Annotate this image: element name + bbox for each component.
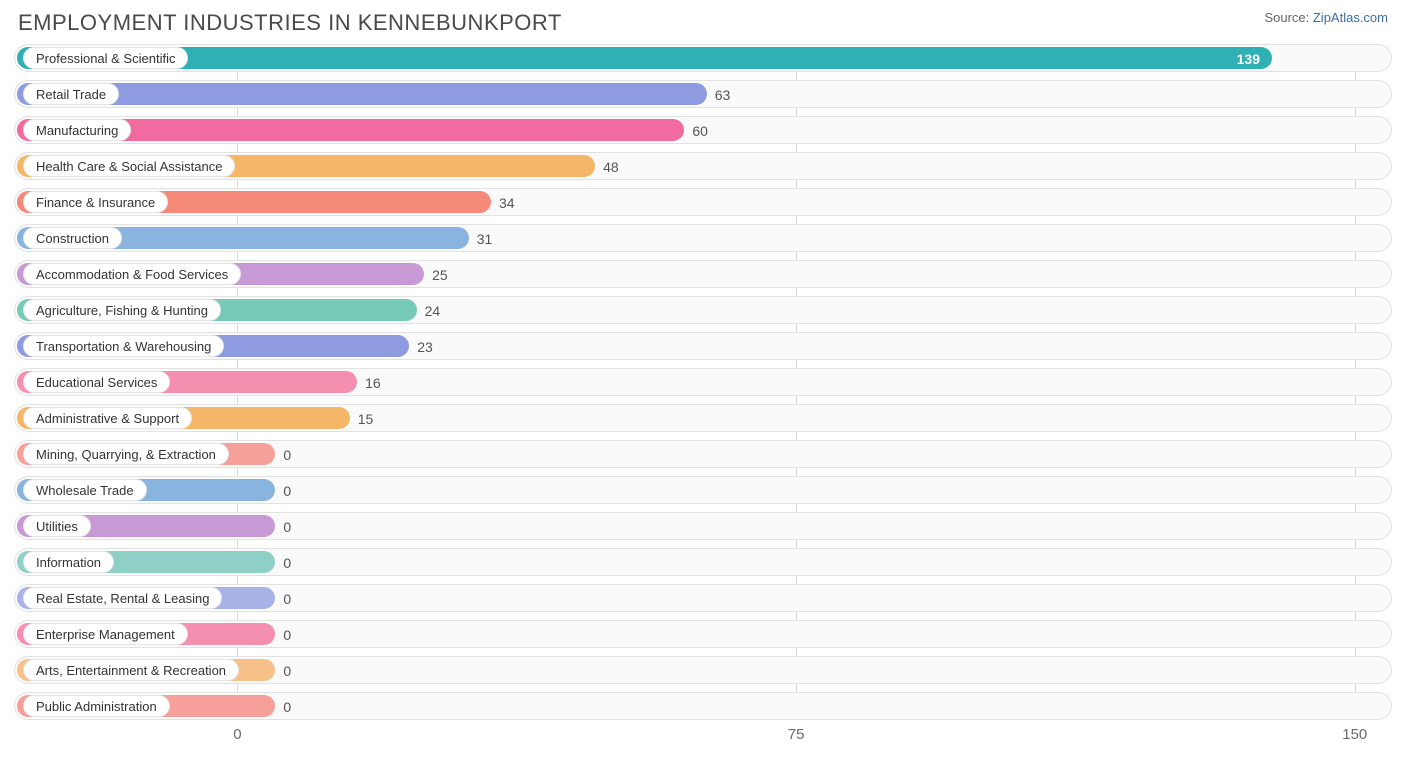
bar-value-label: 15 (358, 405, 374, 433)
chart-container: EMPLOYMENT INDUSTRIES IN KENNEBUNKPORT S… (0, 0, 1406, 777)
bar-row: Administrative & Support 15 (14, 404, 1392, 432)
bar-row: Finance & Insurance 34 (14, 188, 1392, 216)
x-axis-tick: 75 (788, 726, 805, 743)
bar-value-label: 34 (499, 189, 515, 217)
bar-row: Enterprise Management 0 (14, 620, 1392, 648)
bar-label-pill: Accommodation & Food Services (23, 263, 241, 285)
bar-value-label: 24 (425, 297, 441, 325)
x-axis-labels: 0 75 150 (14, 720, 1392, 750)
bar-value-label: 16 (365, 369, 381, 397)
chart-plot: Professional & Scientific 139 Retail Trade… (14, 44, 1392, 720)
bar-row: Wholesale Trade 0 (14, 476, 1392, 504)
x-axis-tick: 0 (233, 726, 241, 743)
bar-row: Manufacturing 60 (14, 116, 1392, 144)
bar-label-pill: Professional & Scientific (23, 47, 188, 69)
source-link[interactable]: ZipAtlas.com (1313, 10, 1388, 25)
bar-fill (17, 83, 707, 105)
bar-row: Accommodation & Food Services 25 (14, 260, 1392, 288)
bar-label-pill: Wholesale Trade (23, 479, 147, 501)
bar-value-label: 63 (715, 81, 731, 109)
bar-label-pill: Agriculture, Fishing & Hunting (23, 299, 221, 321)
chart-source: Source: ZipAtlas.com (1264, 10, 1388, 25)
bar-value-label: 0 (283, 441, 291, 469)
bar-value-label: 60 (692, 117, 708, 145)
bar-row: Public Administration 0 (14, 692, 1392, 720)
chart-rows: Professional & Scientific 139 Retail Trade… (14, 44, 1392, 720)
bar-row: Professional & Scientific 139 (14, 44, 1392, 72)
bar-value-label: 0 (283, 513, 291, 541)
bar-label-pill: Arts, Entertainment & Recreation (23, 659, 239, 681)
bar-row: Retail Trade 63 (14, 80, 1392, 108)
bar-value-label: 0 (283, 693, 291, 721)
bar-row: Educational Services 16 (14, 368, 1392, 396)
bar-value-label: 0 (283, 549, 291, 577)
bar-label-pill: Finance & Insurance (23, 191, 168, 213)
bar-label-pill: Enterprise Management (23, 623, 188, 645)
bar-label-pill: Manufacturing (23, 119, 131, 141)
bar-label-pill: Educational Services (23, 371, 170, 393)
bar-label-pill: Administrative & Support (23, 407, 192, 429)
bar-label-pill: Utilities (23, 515, 91, 537)
bar-value-label: 139 (1237, 45, 1260, 73)
x-axis-tick: 150 (1342, 726, 1367, 743)
bar-value-label: 0 (283, 657, 291, 685)
bar-row: Health Care & Social Assistance 48 (14, 152, 1392, 180)
bar-row: Arts, Entertainment & Recreation 0 (14, 656, 1392, 684)
bar-value-label: 48 (603, 153, 619, 181)
bar-row: Information 0 (14, 548, 1392, 576)
bar-label-pill: Transportation & Warehousing (23, 335, 224, 357)
bar-value-label: 0 (283, 477, 291, 505)
bar-row: Mining, Quarrying, & Extraction 0 (14, 440, 1392, 468)
bar-value-label: 23 (417, 333, 433, 361)
bar-row: Construction 31 (14, 224, 1392, 252)
chart-title: EMPLOYMENT INDUSTRIES IN KENNEBUNKPORT (18, 10, 562, 36)
bar-value-label: 25 (432, 261, 448, 289)
bar-label-pill: Health Care & Social Assistance (23, 155, 235, 177)
bar-row: Real Estate, Rental & Leasing 0 (14, 584, 1392, 612)
bar-label-pill: Retail Trade (23, 83, 119, 105)
bar-value-label: 0 (283, 621, 291, 649)
chart-header: EMPLOYMENT INDUSTRIES IN KENNEBUNKPORT S… (14, 10, 1392, 44)
bar-label-pill: Public Administration (23, 695, 170, 717)
bar-row: Transportation & Warehousing 23 (14, 332, 1392, 360)
bar-value-label: 0 (283, 585, 291, 613)
bar-label-pill: Information (23, 551, 114, 573)
bar-label-pill: Construction (23, 227, 122, 249)
bar-fill (17, 47, 1272, 69)
bar-label-pill: Real Estate, Rental & Leasing (23, 587, 222, 609)
bar-row: Agriculture, Fishing & Hunting 24 (14, 296, 1392, 324)
bar-value-label: 31 (477, 225, 493, 253)
bar-label-pill: Mining, Quarrying, & Extraction (23, 443, 229, 465)
bar-row: Utilities 0 (14, 512, 1392, 540)
source-prefix: Source: (1264, 10, 1312, 25)
